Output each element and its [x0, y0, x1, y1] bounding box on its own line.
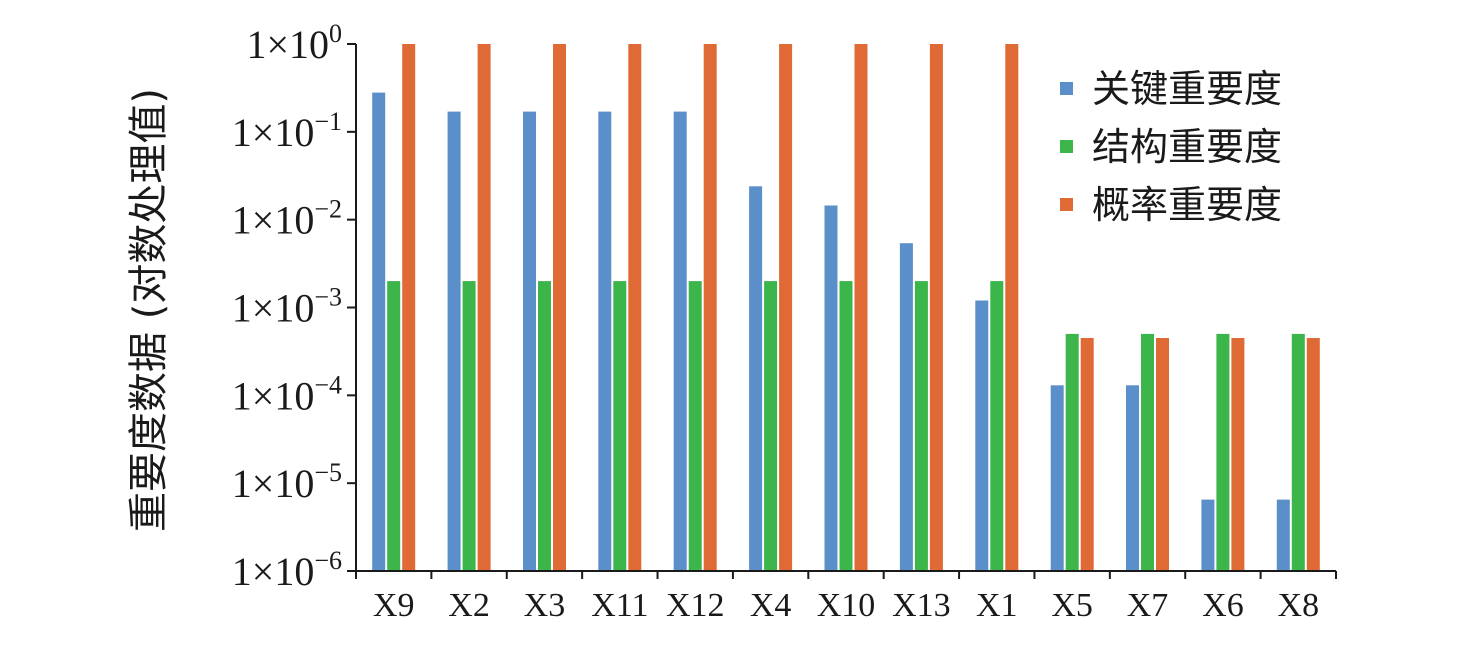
- bar-x5-series-1: [1050, 385, 1064, 571]
- legend-swatch-2: [1060, 140, 1073, 153]
- x-tick-label-x11: X11: [591, 587, 648, 624]
- y-tick-label: 1×10−4: [232, 370, 342, 418]
- bar-x7-series-1: [1126, 385, 1139, 571]
- x-tick-label-x12: X12: [666, 587, 725, 624]
- bar-x11-series-1: [598, 111, 612, 571]
- x-tick-label-x6: X6: [1202, 587, 1244, 624]
- bar-x12-series-3: [703, 44, 717, 571]
- bar-x6-series-2: [1216, 333, 1230, 571]
- y-axis-label-group: 重要度数据 (对数处理值): [126, 88, 172, 532]
- legend-label-3: 概率重要度: [1092, 183, 1282, 227]
- bar-x2-series-3: [477, 44, 491, 571]
- bar-x2-series-2: [462, 281, 476, 571]
- bar-x4-series-3: [779, 44, 793, 571]
- bar-x4-series-2: [764, 281, 778, 571]
- bar-x10-series-1: [824, 205, 838, 571]
- bar-x3-series-2: [538, 281, 551, 571]
- bar-x5-series-3: [1080, 338, 1094, 571]
- axes: [347, 43, 1337, 579]
- y-tick-label: 1×10−1: [232, 107, 342, 155]
- bar-x10-series-2: [839, 281, 853, 571]
- bar-x8-series-3: [1306, 338, 1320, 571]
- bar-x3-series-3: [553, 44, 566, 571]
- bar-x8-series-2: [1291, 333, 1305, 571]
- x-tick-label-x13: X13: [892, 587, 951, 624]
- legend-swatch-3: [1060, 198, 1073, 211]
- y-tick-labels: 1×10−6 1×10−5 1×10−4 1×10−3 1×10−2 1×10−1 1×10…: [232, 19, 342, 594]
- x-tick-label-x5: X5: [1051, 587, 1093, 624]
- y-tick-label: 1×10−5: [232, 458, 342, 506]
- y-tick-label: 1×100: [246, 19, 342, 67]
- bar-x13-series-1: [899, 243, 913, 571]
- bar-x12-series-1: [673, 111, 687, 571]
- bar-x1-series-2: [990, 281, 1004, 571]
- x-tick-labels: X9 X2 X3 X11 X12 X4 X10 X13 X1 X5 X7 X6 X8: [373, 587, 1319, 624]
- bar-x3-series-1: [523, 111, 536, 571]
- bar-x13-series-3: [929, 44, 943, 571]
- bar-x5-series-2: [1065, 333, 1079, 571]
- bar-x4-series-1: [749, 186, 763, 572]
- legend-label-2: 结构重要度: [1092, 125, 1282, 169]
- x-tick-label-x7: X7: [1127, 587, 1169, 624]
- bar-x7-series-3: [1156, 338, 1169, 571]
- bar-x9-series-2: [387, 281, 401, 571]
- bar-x7-series-2: [1141, 333, 1154, 571]
- bar-x11-series-3: [628, 44, 642, 571]
- x-tick-label-x9: X9: [373, 587, 415, 624]
- bar-x10-series-3: [854, 44, 868, 571]
- bar-x1-series-1: [975, 300, 989, 571]
- y-tick-label: 1×10−2: [232, 195, 342, 243]
- bar-x1-series-3: [1005, 44, 1019, 571]
- bar-x9-series-1: [372, 92, 386, 571]
- x-tick-label-x1: X1: [976, 587, 1018, 624]
- bar-x9-series-3: [402, 44, 416, 571]
- bars: [372, 44, 1320, 572]
- bar-x8-series-1: [1276, 499, 1290, 571]
- x-tick-label-x4: X4: [750, 587, 792, 624]
- bar-x2-series-1: [447, 111, 461, 571]
- legend-label-1: 关键重要度: [1092, 67, 1282, 111]
- bar-x12-series-2: [688, 281, 702, 571]
- x-tick-label-x8: X8: [1278, 587, 1320, 624]
- y-axis-label: 重要度数据 (对数处理值): [126, 88, 172, 532]
- y-tick-label: 1×10−3: [232, 283, 342, 331]
- y-tick-label: 1×10−6: [232, 546, 342, 594]
- legend-swatch-1: [1060, 82, 1073, 95]
- x-tick-label-x2: X2: [448, 587, 490, 624]
- x-tick-label-x3: X3: [524, 587, 566, 624]
- bar-x6-series-3: [1231, 338, 1245, 571]
- bar-x13-series-2: [914, 281, 928, 571]
- bar-x11-series-2: [613, 281, 627, 571]
- x-tick-label-x10: X10: [817, 587, 876, 624]
- bar-x6-series-1: [1201, 499, 1215, 571]
